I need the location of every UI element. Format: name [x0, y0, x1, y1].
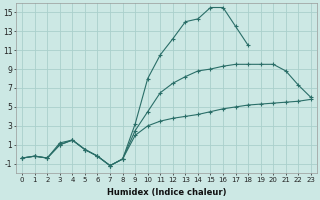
X-axis label: Humidex (Indice chaleur): Humidex (Indice chaleur) [107, 188, 226, 197]
